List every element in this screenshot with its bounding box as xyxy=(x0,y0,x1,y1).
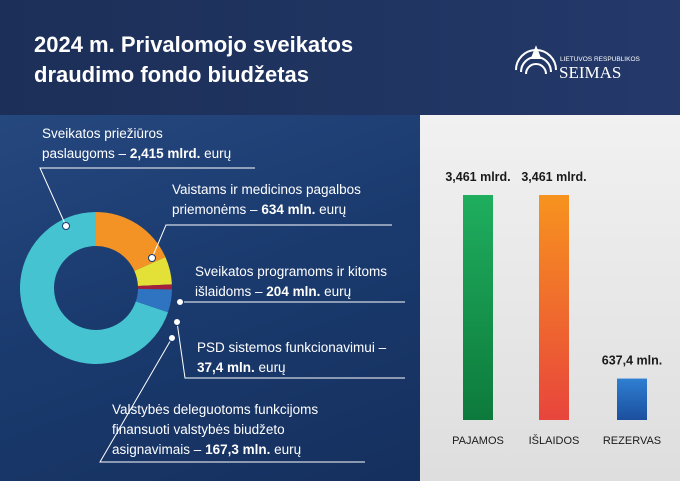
leader-dot xyxy=(62,222,70,230)
donut-label: Vaistams ir medicinos pagalbos priemonėm… xyxy=(172,180,432,220)
unit-label: eurų xyxy=(258,360,286,375)
logo-icon xyxy=(530,45,542,59)
leader-line xyxy=(151,224,392,259)
bar-category-label: REZERVAS xyxy=(603,435,661,447)
logo-large: SEIMAS xyxy=(559,63,621,82)
bar-value-label: 637,4 mln. xyxy=(602,354,662,368)
donut-slice xyxy=(96,212,166,271)
value-label: 2,415 mlrd. xyxy=(129,146,201,161)
bar xyxy=(463,195,493,420)
value-label: 167,3 mln. xyxy=(205,442,271,457)
category-label: Valstybės deleguotoms funkcijoms finansu… xyxy=(112,402,319,457)
donut-label: Valstybės deleguotoms funkcijoms finansu… xyxy=(112,400,402,460)
leader-line xyxy=(176,321,405,379)
category-label: Sveikatos priežiūros paslaugoms – xyxy=(42,126,163,161)
value-label: 37,4 mln. xyxy=(197,360,255,375)
leader-dot xyxy=(168,334,176,342)
unit-label: eurų xyxy=(324,284,352,299)
donut-label: Sveikatos priežiūros paslaugoms – 2,415 … xyxy=(42,124,302,164)
value-label: 204 mln. xyxy=(266,284,321,299)
donut-slice xyxy=(20,212,169,364)
unit-label: eurų xyxy=(319,202,347,217)
logo-arc xyxy=(525,63,547,75)
donut-label: PSD sistemos funkcionavimui – 37,4 mln. … xyxy=(197,338,412,378)
leader-line xyxy=(99,337,365,463)
header xyxy=(0,0,680,115)
title: 2024 m. Privalomojo sveikatos draudimo f… xyxy=(34,32,354,87)
category-label: Vaistams ir medicinos pagalbos priemonėm… xyxy=(172,182,361,217)
bar xyxy=(539,195,569,420)
bar-value-label: 3,461 mlrd. xyxy=(445,170,510,184)
donut-slice xyxy=(134,257,172,286)
value-label: 634 mln. xyxy=(261,202,316,217)
category-label: Sveikatos programoms ir kitoms išlaidoms… xyxy=(195,264,388,299)
category-label: PSD sistemos funkcionavimui – xyxy=(197,340,387,355)
bar-value-label: 3,461 mlrd. xyxy=(521,170,586,184)
leader-dot xyxy=(176,298,184,306)
donut-slice xyxy=(137,284,172,290)
leader-dot xyxy=(173,318,181,326)
donut-label: Sveikatos programoms ir kitoms išlaidoms… xyxy=(195,262,425,302)
bar-category-label: PAJAMOS xyxy=(452,435,504,447)
unit-label: eurų xyxy=(274,442,302,457)
leader-dot xyxy=(148,254,156,262)
bar-category-label: IŠLAIDOS xyxy=(529,434,580,447)
leader-line xyxy=(39,167,255,227)
donut-slice xyxy=(135,288,172,313)
logo xyxy=(515,45,557,75)
logo-small: LIETUVOS RESPUBLIKOS xyxy=(560,56,640,63)
unit-label: eurų xyxy=(204,146,232,161)
bar xyxy=(617,378,647,420)
